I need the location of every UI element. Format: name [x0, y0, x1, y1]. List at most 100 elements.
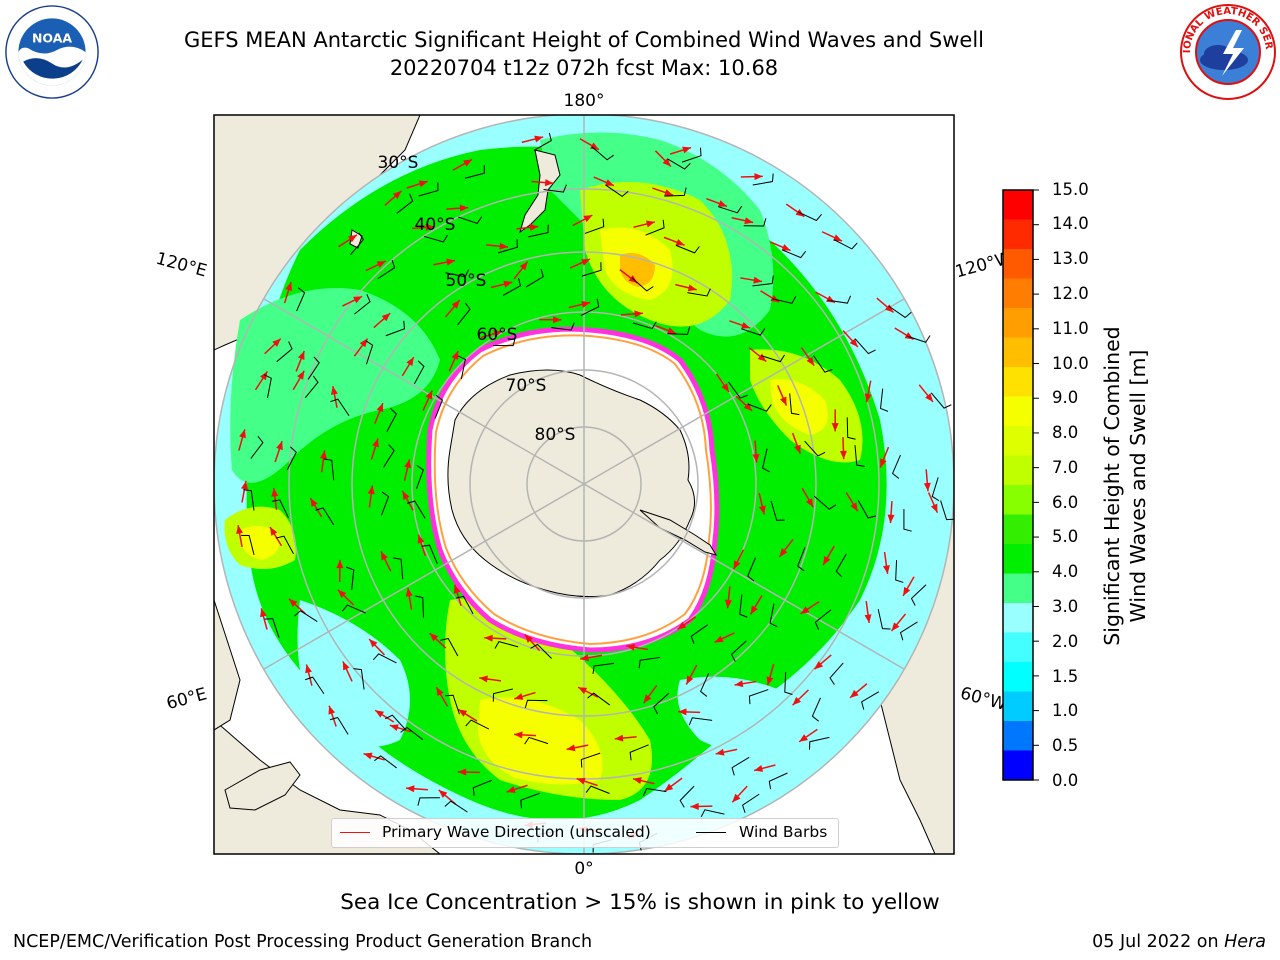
colorbar-tick: 9.0 — [1052, 388, 1079, 407]
wave-direction-arrowhead — [367, 485, 375, 495]
wind-barb — [584, 218, 605, 234]
wind-barb — [688, 717, 713, 726]
wind-barb — [667, 326, 691, 335]
wave-direction-arrowhead — [288, 598, 298, 607]
wave-direction-arrowhead — [493, 330, 503, 338]
wind-barb — [895, 560, 904, 583]
wind-barb — [374, 755, 397, 769]
colorbar — [1002, 189, 1039, 781]
colorbar-frame — [1002, 189, 1034, 781]
wave-direction-arrowhead — [766, 676, 774, 686]
wind-barb — [393, 557, 404, 580]
colorbar-tick: 0.0 — [1052, 771, 1079, 790]
wave-direction-legend-label: Primary Wave Direction (unscaled) — [382, 823, 651, 841]
wind-barb — [296, 287, 306, 312]
wind-barb — [276, 341, 293, 363]
sea-ice-note: Sea Ice Concentration > 15% is shown in … — [340, 890, 940, 915]
wave-direction-arrowhead — [733, 560, 741, 570]
wave-direction-arrowhead — [446, 258, 456, 266]
wind-barb — [406, 500, 426, 519]
wave-direction-arrowhead — [259, 371, 268, 381]
wind-barb — [931, 477, 940, 502]
wave-direction-arrowhead — [752, 454, 760, 463]
wave-direction-arrowhead — [519, 261, 528, 271]
lat-label-40s: 40°S — [415, 215, 456, 235]
colorbar-tick: 1.5 — [1052, 667, 1079, 686]
wind-barb — [458, 216, 483, 224]
wind-barb — [891, 454, 901, 479]
wind-barb — [492, 688, 514, 702]
wave-direction-arrowhead — [260, 608, 267, 618]
wave-direction-arrowhead — [806, 356, 815, 366]
wave-direction-arrowhead — [417, 534, 425, 544]
wave-direction-arrowhead — [794, 444, 801, 454]
wave-direction-arrowhead — [884, 304, 894, 313]
wind-barb — [497, 239, 518, 254]
wave-direction-arrowhead — [667, 327, 677, 334]
wind-barb-legend-label: Wind Barbs — [739, 823, 828, 841]
wave-direction-arrowhead — [457, 768, 467, 776]
wind-barb — [400, 726, 424, 741]
wind-barb — [743, 218, 767, 227]
wave-direction-arrowhead — [779, 396, 787, 406]
wind-barbs — [241, 132, 954, 853]
wind-barb — [804, 440, 826, 457]
wind-barb — [585, 785, 610, 794]
wind-barb — [731, 756, 750, 776]
wave-direction-arrowhead — [891, 622, 900, 631]
wind-barb — [700, 672, 710, 697]
lat-label-70s: 70°S — [506, 376, 547, 396]
wind-barb — [861, 691, 880, 710]
wave-direction-arrowhead — [833, 234, 843, 242]
wave-direction-arrowhead — [799, 734, 809, 742]
wind-barb — [502, 277, 522, 296]
wind-barb — [835, 553, 847, 578]
wave-direction-arrowhead — [297, 351, 305, 361]
wind-barb — [906, 335, 931, 343]
colorbar-swatch — [1003, 750, 1033, 781]
colorbar-swatch — [1003, 691, 1033, 722]
wind-barb — [464, 165, 485, 179]
wave-direction-arrowhead — [583, 215, 593, 223]
colorbar-tick: 1.0 — [1052, 701, 1079, 720]
wind-barb — [455, 595, 474, 615]
wind-barb — [718, 205, 743, 214]
wave-direction-arrowhead — [814, 661, 824, 670]
wave-direction-arrowhead — [451, 350, 459, 360]
wave-direction-arrowhead — [241, 480, 248, 490]
wave-direction-arrowhead — [664, 189, 674, 196]
wave-direction-arrowhead — [614, 734, 624, 742]
colorbar-tick: 3.0 — [1052, 597, 1079, 616]
lat-label-50s: 50°S — [446, 271, 487, 291]
colorbar-swatch — [1003, 249, 1033, 279]
wave-direction-arrowhead — [887, 514, 895, 524]
colorbar-tick: 6.0 — [1052, 493, 1079, 512]
wave-direction-arrowhead — [741, 322, 751, 329]
wave-direction-arrowhead — [429, 633, 439, 642]
colorbar-swatch — [1003, 278, 1033, 309]
colorbar-swatch — [1003, 219, 1033, 250]
wave-direction-arrowhead — [925, 393, 934, 402]
wave-direction-arrowhead — [305, 664, 312, 674]
wave-direction-arrowhead — [506, 786, 516, 793]
wind-barb — [811, 697, 821, 722]
wind-barb — [768, 772, 788, 790]
wave-direction-arrowhead — [376, 403, 384, 413]
wind-barb — [681, 147, 702, 163]
wave-direction-arrowhead — [369, 639, 378, 648]
wave-direction-arrowhead — [406, 357, 414, 366]
wind-barb — [629, 744, 649, 761]
wind-barb — [741, 793, 760, 813]
wave-direction-arrowhead — [721, 383, 729, 393]
wind-barb — [286, 446, 297, 471]
colorbar-tick: 0.5 — [1052, 736, 1079, 755]
wave-direction-arrowhead — [514, 693, 524, 700]
wind-barb — [533, 132, 552, 151]
wave-direction-arrowhead — [337, 589, 347, 598]
wave-direction-arrowhead — [392, 190, 402, 199]
chart-subtitle: 20220704 t12z 072h fcst Max: 10.68 — [389, 56, 779, 80]
wave-direction-arrowhead — [744, 217, 754, 225]
lon-label-180: 180° — [564, 91, 605, 111]
colorbar-swatch — [1003, 455, 1033, 486]
wind-barb — [846, 417, 856, 440]
